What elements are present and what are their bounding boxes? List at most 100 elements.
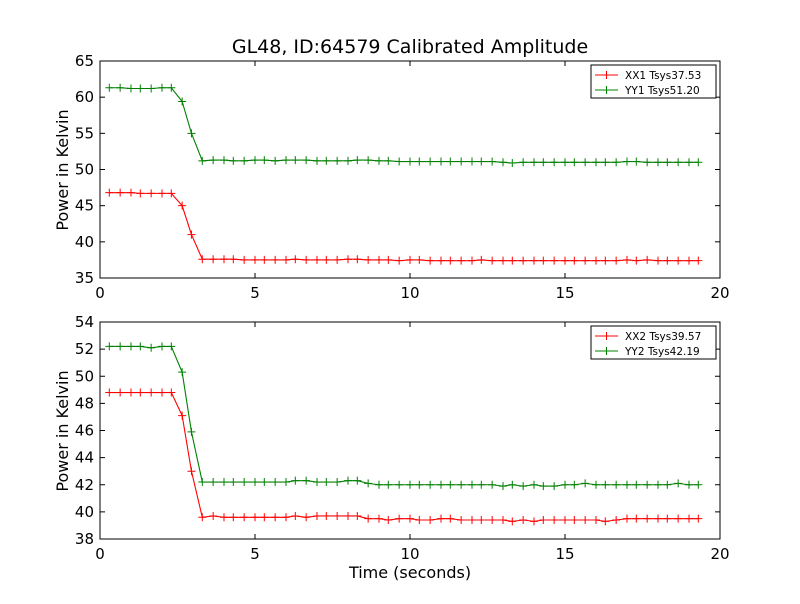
- data-point-green-top: [344, 156, 352, 165]
- data-point-red-bottom: [457, 516, 466, 525]
- data-point-green-bottom: [375, 480, 383, 489]
- y-tick-label-bottom: 46: [75, 422, 94, 440]
- data-point-green-top: [406, 157, 414, 166]
- data-point-green-top: [322, 156, 331, 165]
- data-point-red-top: [158, 189, 166, 198]
- series-bottom: [105, 342, 703, 526]
- data-point-red-top: [592, 256, 600, 265]
- data-point-green-bottom: [240, 478, 249, 487]
- data-point-red-top: [612, 256, 621, 265]
- data-point-red-bottom: [654, 514, 662, 523]
- data-point-green-bottom: [663, 480, 672, 489]
- legend-label-red-bottom: XX2 Tsys39.57: [625, 331, 701, 343]
- data-point-green-top: [260, 156, 269, 165]
- data-point-green-top: [592, 158, 600, 167]
- data-point-green-bottom: [147, 343, 156, 352]
- data-point-red-top: [167, 189, 176, 198]
- series-line-green-top: [109, 87, 699, 164]
- data-point-green-top: [353, 156, 362, 165]
- data-point-red-bottom: [530, 517, 538, 526]
- data-point-red-bottom: [178, 411, 187, 420]
- legend-marker-red-top: [602, 71, 611, 79]
- data-point-green-top: [282, 156, 290, 165]
- data-point-red-bottom: [313, 511, 321, 520]
- data-point-green-bottom: [623, 480, 631, 489]
- data-point-red-bottom: [632, 514, 641, 523]
- data-point-red-bottom: [209, 511, 218, 520]
- data-point-red-top: [539, 256, 548, 265]
- data-point-red-top: [302, 255, 311, 264]
- data-point-red-top: [550, 256, 559, 265]
- data-point-red-bottom: [375, 514, 383, 523]
- data-point-green-bottom: [302, 476, 311, 485]
- data-point-green-bottom: [446, 480, 455, 489]
- data-point-green-top: [302, 156, 311, 165]
- data-point-red-top: [530, 256, 538, 265]
- data-point-green-bottom: [384, 480, 393, 489]
- data-point-red-top: [384, 255, 393, 264]
- data-point-green-top: [375, 156, 383, 165]
- data-point-green-top: [643, 158, 652, 167]
- data-point-green-top: [601, 158, 610, 167]
- data-point-green-top: [519, 158, 528, 167]
- data-point-red-top: [105, 188, 114, 197]
- data-point-green-bottom: [550, 482, 559, 491]
- data-point-red-top: [220, 255, 228, 264]
- y-tick-label-top: 55: [75, 124, 94, 142]
- data-point-green-top: [313, 156, 321, 165]
- y-tick-label-bottom: 52: [75, 340, 94, 358]
- data-point-red-top: [694, 256, 703, 265]
- data-point-green-bottom: [561, 480, 569, 489]
- legend-marker-green-top: [602, 86, 611, 94]
- legend-label-green-top: YY1 Tsys51.20: [624, 85, 700, 97]
- data-point-green-top: [477, 157, 486, 166]
- ticks-bottom: 0 5 10 15 20 38 40 42 44 46 48 50 52 54: [75, 313, 730, 563]
- data-point-red-top: [581, 256, 590, 265]
- data-point-green-bottom: [105, 342, 114, 351]
- data-point-green-bottom: [581, 479, 590, 488]
- data-point-red-bottom: [539, 516, 548, 525]
- data-point-red-top: [663, 256, 672, 265]
- x-tick-label-bottom: 15: [555, 545, 574, 563]
- data-point-red-bottom: [643, 514, 652, 523]
- data-point-green-bottom: [167, 342, 176, 351]
- data-point-red-top: [601, 256, 610, 265]
- x-tick-label-top: 15: [555, 284, 574, 302]
- data-point-red-bottom: [477, 516, 486, 525]
- data-point-red-bottom: [198, 513, 207, 522]
- data-point-red-top: [415, 255, 424, 264]
- data-point-red-bottom: [415, 516, 424, 525]
- data-point-red-bottom: [446, 514, 455, 523]
- chart-title: GL48, ID:64579 Calibrated Amplitude: [232, 36, 588, 58]
- x-tick-label-bottom: 10: [400, 545, 419, 563]
- data-point-green-top: [674, 158, 683, 167]
- data-point-red-bottom: [561, 516, 569, 525]
- data-point-green-top: [240, 156, 249, 165]
- data-point-red-top: [643, 255, 652, 264]
- series-line-red-top: [109, 192, 699, 262]
- data-point-green-bottom: [116, 342, 125, 351]
- legend-top: XX1 Tsys37.53 YY1 Tsys51.20: [590, 64, 717, 99]
- data-point-red-top: [477, 255, 486, 264]
- legend-label-red-top: XX1 Tsys37.53: [625, 70, 701, 82]
- data-point-green-top: [446, 157, 455, 166]
- data-point-red-bottom: [127, 388, 135, 397]
- data-point-green-top: [364, 156, 373, 165]
- data-point-green-bottom: [592, 480, 600, 489]
- data-point-green-bottom: [229, 478, 238, 487]
- y-tick-label-top: 40: [75, 233, 94, 251]
- data-point-red-bottom: [685, 514, 693, 523]
- data-point-green-top: [415, 157, 424, 166]
- data-point-green-bottom: [530, 480, 538, 489]
- series-top: [105, 83, 703, 265]
- data-point-red-bottom: [663, 514, 672, 523]
- data-point-red-bottom: [612, 516, 621, 525]
- data-point-red-top: [406, 255, 414, 264]
- x-tick-label-top: 0: [95, 284, 105, 302]
- data-point-red-top: [426, 256, 435, 265]
- data-point-red-top: [685, 256, 693, 265]
- data-point-green-bottom: [364, 479, 373, 488]
- data-point-red-top: [375, 255, 383, 264]
